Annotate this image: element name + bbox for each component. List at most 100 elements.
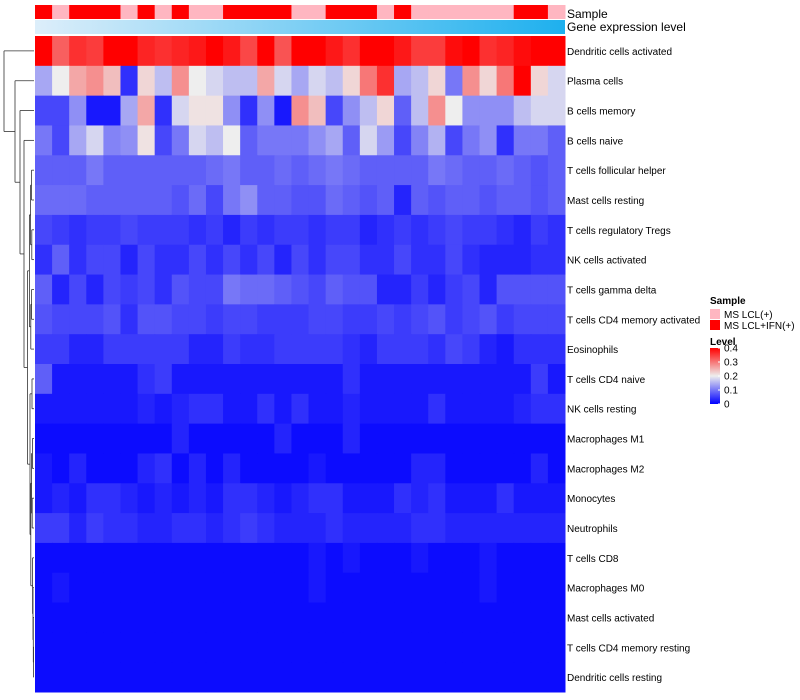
heatmap-cell: [137, 423, 156, 454]
heatmap-cell: [240, 125, 258, 156]
heatmap-cell: [103, 274, 121, 305]
heatmap-cell: [359, 453, 378, 484]
heatmap-cells: [35, 36, 566, 693]
heatmap-cell: [223, 125, 241, 156]
heatmap-cell: [188, 244, 207, 276]
level-tick-label: 0.1: [724, 386, 738, 397]
row-label: Dendritic cells resting: [567, 673, 662, 684]
heatmap-cell: [257, 155, 275, 186]
sample-annotation-track: [35, 5, 566, 19]
heatmap-cell: [137, 36, 156, 67]
heatmap-cell: [411, 632, 429, 663]
heatmap-cell: [513, 393, 532, 425]
heatmap-cell: [69, 95, 87, 126]
heatmap-cell: [120, 423, 139, 454]
heatmap-cell: [35, 214, 53, 246]
heatmap-cell: [376, 393, 395, 425]
heatmap-cell: [188, 65, 207, 97]
heatmap-cell: [376, 334, 395, 365]
heatmap-cell: [205, 513, 224, 544]
heatmap-cell: [308, 483, 327, 514]
heatmap-cell: [308, 632, 327, 663]
sample-cell: [223, 5, 241, 19]
row-label: Mast cells activated: [567, 614, 654, 625]
heatmap-cell: [205, 244, 224, 276]
heatmap-cell: [69, 662, 87, 693]
heatmap-cell: [325, 244, 344, 276]
heatmap-cell: [291, 513, 310, 544]
row-label: NK cells resting: [567, 405, 636, 416]
heatmap-cell: [359, 65, 378, 97]
heatmap-cell: [240, 632, 258, 663]
heatmap-cell: [479, 453, 498, 484]
heatmap-cell: [530, 542, 549, 574]
heatmap-cell: [325, 214, 344, 246]
heatmap-cell: [171, 244, 190, 276]
heatmap-cell: [188, 364, 207, 395]
heatmap-cell: [445, 572, 463, 604]
heatmap-cell: [171, 662, 190, 693]
heatmap-cell: [137, 214, 156, 246]
legend-label-ms-lcl-ifn: MS LCL+IFN(+): [724, 321, 795, 332]
heatmap-cell: [445, 155, 463, 186]
heatmap-cell: [394, 602, 412, 633]
heatmap-cell: [171, 185, 190, 216]
heatmap-cell: [462, 155, 481, 186]
heatmap-cell: [547, 542, 566, 574]
heatmap-cell: [428, 214, 446, 246]
heatmap-cell: [462, 304, 481, 335]
sample-cell: [291, 5, 310, 19]
heatmap-cell: [154, 36, 173, 67]
heatmap-cell: [496, 542, 515, 574]
heatmap-cell: [86, 423, 104, 454]
heatmap-cell: [86, 125, 104, 156]
heatmap-cell: [462, 334, 481, 365]
heatmap-cell: [394, 542, 412, 574]
heatmap-cell: [274, 36, 292, 67]
heatmap-cell: [428, 364, 446, 395]
heatmap-cell: [547, 274, 566, 305]
heatmap-cell: [188, 393, 207, 425]
heatmap-cell: [69, 214, 87, 246]
heatmap-cell: [376, 423, 395, 454]
heatmap-cell: [35, 334, 53, 365]
heatmap-cell: [325, 155, 344, 186]
sample-cell: [103, 5, 121, 19]
heatmap-cell: [513, 185, 532, 216]
heatmap-cell: [411, 572, 429, 604]
heatmap-cell: [86, 632, 104, 663]
heatmap-cell: [325, 65, 344, 97]
heatmap-cell: [120, 65, 139, 97]
heatmap-cell: [291, 155, 310, 186]
heatmap-cell: [154, 423, 173, 454]
sample-cell: [240, 5, 258, 19]
expression-track-label: Gene expression level: [567, 20, 686, 34]
heatmap-cell: [86, 662, 104, 693]
heatmap-cell: [530, 513, 549, 544]
heatmap-cell: [137, 364, 156, 395]
heatmap-cell: [462, 602, 481, 633]
heatmap-cell: [394, 334, 412, 365]
heatmap-cell: [513, 632, 532, 663]
heatmap-cell: [257, 632, 275, 663]
row-label: Plasma cells: [567, 77, 623, 88]
heatmap-cell: [103, 244, 121, 276]
row-label: T cells CD4 memory activated: [567, 315, 700, 326]
heatmap-cell: [376, 483, 395, 514]
heatmap-cell: [69, 334, 87, 365]
heatmap-cell: [223, 513, 241, 544]
heatmap-cell: [137, 334, 156, 365]
heatmap-cell: [411, 155, 429, 186]
heatmap-cell: [240, 423, 258, 454]
heatmap-cell: [376, 662, 395, 693]
heatmap-cell: [428, 274, 446, 305]
heatmap-cell: [257, 602, 275, 633]
heatmap-cell: [52, 364, 70, 395]
heatmap-cell: [35, 453, 53, 484]
sample-cell: [496, 5, 515, 19]
heatmap-cell: [445, 632, 463, 663]
heatmap-cell: [394, 632, 412, 663]
heatmap-cell: [35, 244, 53, 276]
heatmap-cell: [240, 214, 258, 246]
heatmap-cell: [257, 542, 275, 574]
